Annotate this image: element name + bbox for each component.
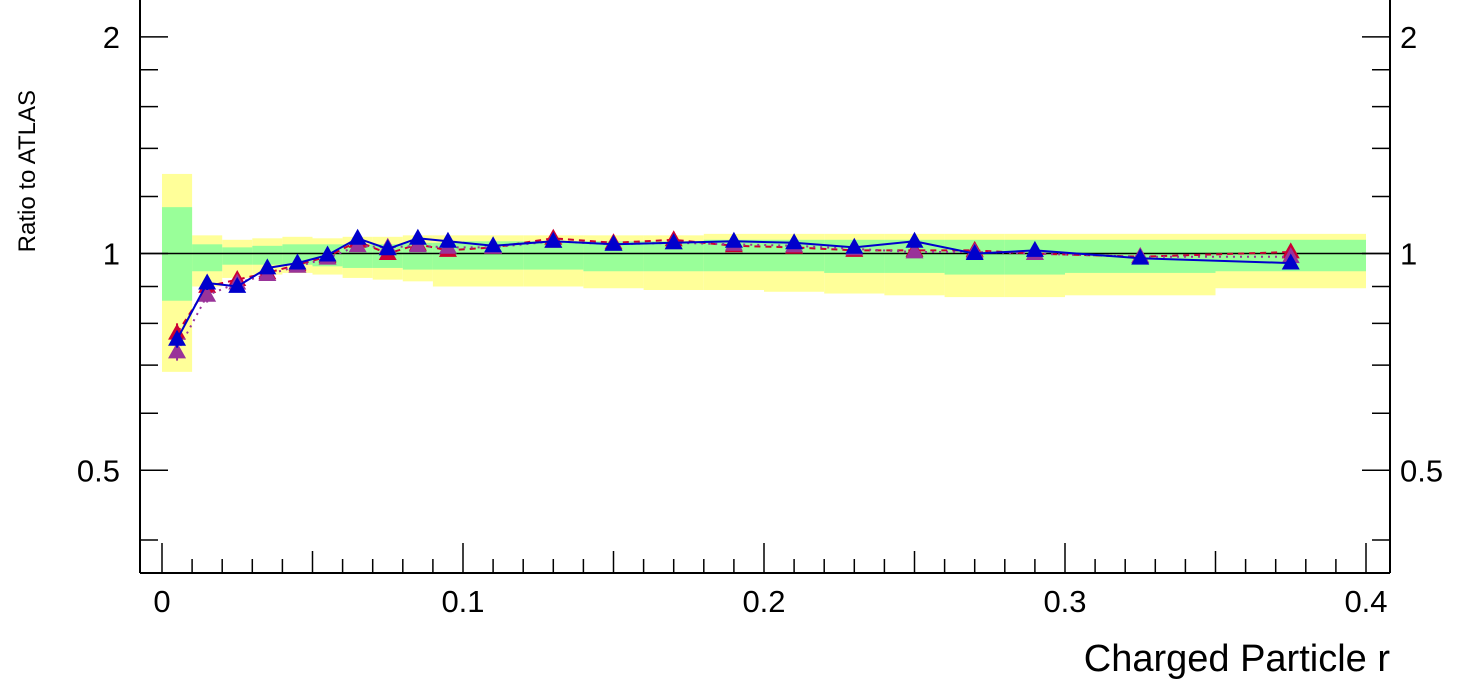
x-tick-label: 0.1 (441, 584, 484, 619)
uncertainty-bands (162, 173, 1366, 372)
y-tick-label-right: 2 (1400, 20, 1417, 55)
data-point (168, 342, 187, 359)
series-group (168, 228, 1300, 361)
series-line-0 (176, 237, 1291, 334)
inner-band-2 (222, 247, 253, 265)
data-point (378, 239, 397, 256)
y-tick-label-right: 0.5 (1400, 453, 1443, 488)
data-point (168, 329, 187, 346)
data-point (544, 231, 563, 248)
series-line-2 (176, 237, 1291, 340)
data-point (905, 242, 924, 259)
data-point (845, 237, 864, 254)
data-point (318, 245, 337, 262)
y-tick-label-right: 1 (1400, 237, 1417, 272)
x-tick-label: 0.3 (1043, 584, 1086, 619)
data-point (258, 258, 277, 275)
data-point (604, 234, 623, 251)
data-point (905, 231, 924, 248)
y-tick-label-left: 0.5 (77, 453, 120, 488)
data-point (288, 253, 307, 270)
series-2 (168, 228, 1300, 348)
inner-band-1 (192, 244, 223, 272)
data-point (664, 233, 683, 250)
y-tick-label-left: 2 (103, 20, 120, 55)
x-tick-label: 0.2 (742, 584, 785, 619)
x-tick-label: 0.4 (1344, 584, 1387, 619)
data-point (438, 231, 457, 248)
data-point (965, 243, 984, 260)
x-tick-label: 0 (153, 584, 170, 619)
x-axis-title: Charged Particle r (1084, 638, 1391, 680)
data-point (484, 236, 503, 253)
data-point (198, 273, 217, 290)
data-point (1025, 240, 1044, 257)
tick-labels: 0 0.1 0.2 0.3 0.4 0.5 0.5 1 1 2 2 (77, 20, 1443, 619)
data-point (198, 285, 217, 302)
data-point (1281, 253, 1300, 270)
axis-ticks (140, 36, 1390, 573)
data-point (724, 231, 743, 248)
data-point (1131, 248, 1150, 265)
data-point (228, 276, 247, 293)
y-tick-label-left: 1 (103, 237, 120, 272)
data-point (785, 233, 804, 250)
data-point (348, 228, 367, 245)
y-axis-title: Ratio to ATLAS (14, 90, 41, 252)
data-point (408, 228, 427, 245)
inner-band-3 (252, 245, 283, 265)
